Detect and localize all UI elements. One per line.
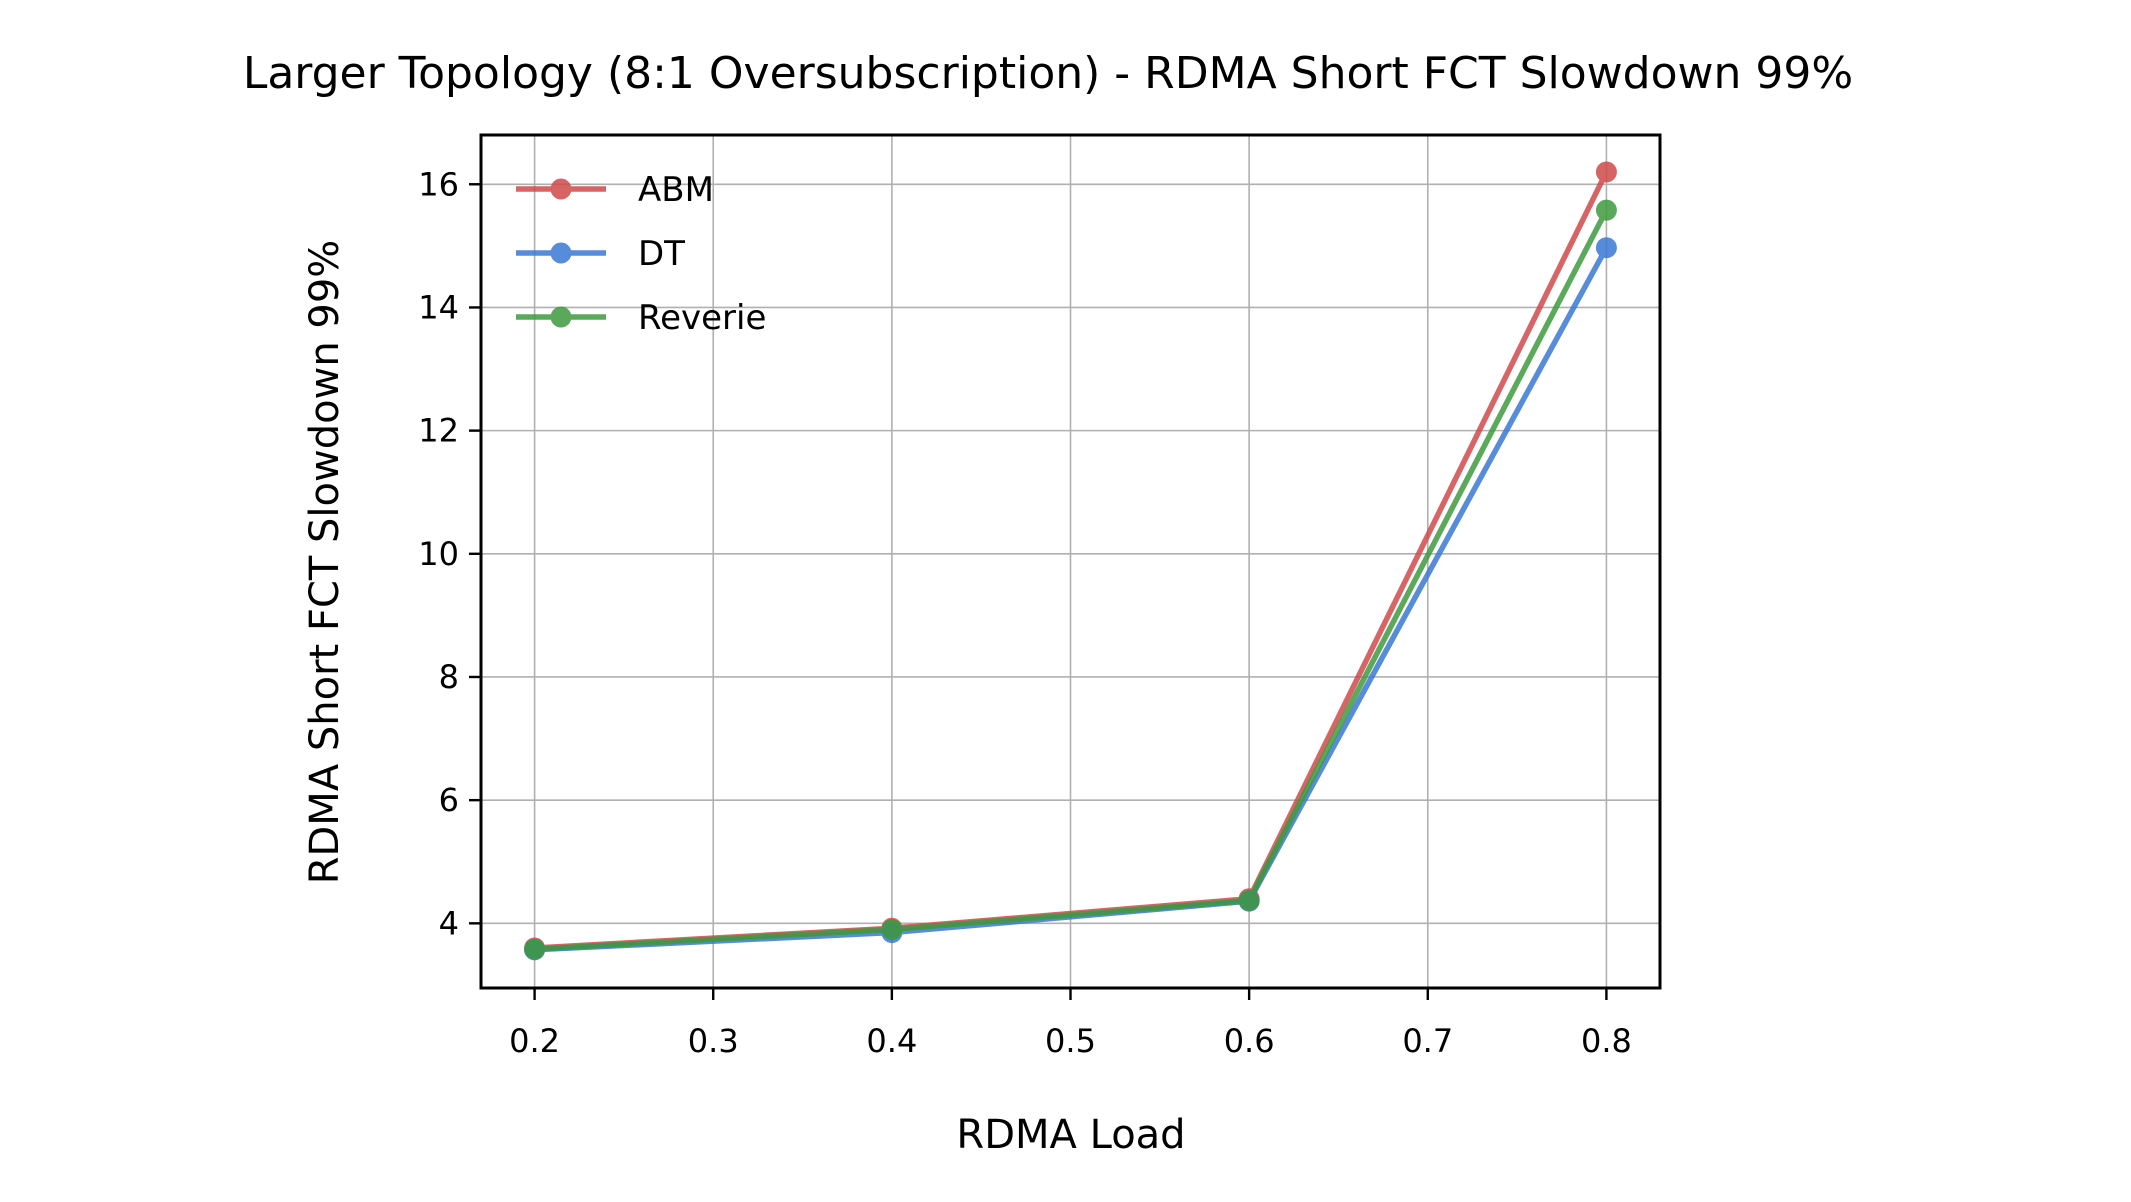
chart-title: Larger Topology (8:1 Oversubscription) -…: [243, 48, 1853, 99]
data-point-reverie: [524, 938, 546, 960]
y-tick-label: 4: [439, 904, 459, 942]
legend-swatch-marker: [550, 178, 572, 200]
legend-label-dt: DT: [638, 234, 685, 274]
x-tick-label: 0.4: [866, 1022, 917, 1060]
grid: [481, 135, 1660, 988]
series-reverie: [524, 199, 1617, 960]
y-tick-label: 10: [418, 535, 459, 573]
legend-item-reverie: [516, 306, 606, 328]
x-tick-label: 0.2: [509, 1022, 560, 1060]
y-tick-label: 8: [439, 658, 459, 696]
series-layer: [524, 161, 1617, 961]
y-tick-label: 14: [418, 288, 459, 326]
legend: ABM DT Reverie: [516, 170, 766, 338]
x-axis-label: RDMA Load: [956, 1112, 1185, 1158]
legend-label-reverie: Reverie: [638, 298, 766, 338]
data-point-dt: [1595, 237, 1617, 259]
data-point-reverie: [1595, 199, 1617, 221]
y-tick-label: 6: [439, 781, 459, 819]
legend-swatch-marker: [550, 242, 572, 264]
y-axis-ticks: 4 6 8 10 12 14 16: [418, 165, 481, 942]
x-tick-label: 0.5: [1045, 1022, 1096, 1060]
data-point-abm: [1595, 161, 1617, 183]
y-tick-label: 16: [418, 165, 459, 203]
legend-item-abm: [516, 178, 606, 200]
series-line-reverie: [534, 208, 1609, 952]
legend-item-dt: [516, 242, 606, 264]
x-tick-label: 0.8: [1581, 1022, 1632, 1060]
data-point-reverie: [881, 918, 903, 940]
y-tick-label: 12: [418, 412, 459, 450]
data-point-reverie: [1238, 890, 1260, 912]
x-tick-label: 0.7: [1402, 1022, 1453, 1060]
x-axis-ticks: 0.2 0.3 0.4 0.5 0.6 0.7 0.8: [509, 988, 1632, 1060]
x-tick-label: 0.3: [688, 1022, 739, 1060]
legend-label-abm: ABM: [638, 170, 714, 210]
y-axis-label: RDMA Short FCT Slowdown 99%: [302, 240, 348, 885]
x-tick-label: 0.6: [1224, 1022, 1275, 1060]
legend-swatch-marker: [550, 306, 572, 328]
